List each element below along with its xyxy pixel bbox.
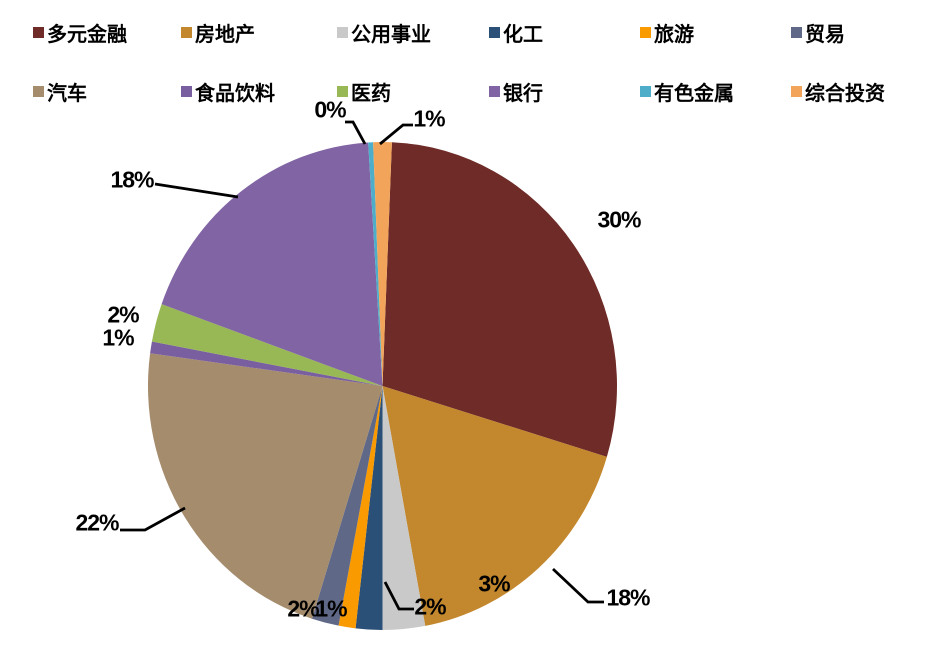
legend-swatch-icon xyxy=(181,85,192,97)
data-label-多元金融: 30% xyxy=(597,206,641,233)
data-label-医药: 2% xyxy=(107,301,139,328)
legend-label: 旅游 xyxy=(654,23,694,46)
pie-slice-汽车 xyxy=(147,353,383,619)
legend-swatch-icon xyxy=(33,26,44,38)
legend-item-医药: 医药 xyxy=(337,80,391,105)
data-label-房地产: 18% xyxy=(606,584,650,611)
legend-label: 医药 xyxy=(351,82,391,105)
legend-item-银行: 银行 xyxy=(489,80,543,105)
leader-line-汽车 xyxy=(120,506,186,532)
legend-swatch-icon xyxy=(489,85,500,97)
leader-line-化工 xyxy=(383,581,414,611)
legend-label: 多元金融 xyxy=(47,23,127,46)
data-label-银行: 18% xyxy=(110,166,154,193)
leader-line-房地产 xyxy=(552,567,604,604)
leader-line-综合投资 xyxy=(379,123,413,146)
data-label-食品饮料: 1% xyxy=(102,324,134,351)
legend-item-公用事业: 公用事业 xyxy=(337,21,431,46)
legend-swatch-icon xyxy=(640,26,651,38)
legend-label: 综合投资 xyxy=(805,82,885,105)
data-label-旅游: 1% xyxy=(315,595,347,622)
leader-line-有色金属 xyxy=(345,120,367,145)
legend-item-有色金属: 有色金属 xyxy=(640,80,734,105)
legend-item-汽车: 汽车 xyxy=(33,80,87,105)
legend-swatch-icon xyxy=(489,26,500,38)
legend-label: 房地产 xyxy=(195,23,255,46)
data-label-化工: 2% xyxy=(414,593,446,620)
pie-slice-旅游 xyxy=(338,386,383,629)
pie-slice-银行 xyxy=(161,142,383,386)
legend-item-多元金融: 多元金融 xyxy=(33,21,127,46)
legend-label: 公用事业 xyxy=(351,23,431,46)
data-label-有色金属: 0% xyxy=(314,96,346,123)
legend-item-化工: 化工 xyxy=(489,21,543,46)
legend-swatch-icon xyxy=(791,85,802,97)
legend-item-旅游: 旅游 xyxy=(640,21,694,46)
pie-slice-有色金属 xyxy=(368,142,383,386)
legend-swatch-icon xyxy=(791,26,802,38)
pie-slice-房地产 xyxy=(382,386,607,626)
pie-slice-多元金融 xyxy=(382,142,617,457)
data-label-贸易: 2% xyxy=(287,595,319,622)
data-label-汽车: 22% xyxy=(75,509,119,536)
legend-label: 银行 xyxy=(503,82,543,105)
legend-swatch-icon xyxy=(337,26,348,38)
data-label-公用事业: 3% xyxy=(478,570,510,597)
legend-swatch-icon xyxy=(337,85,348,97)
pie-slice-食品饮料 xyxy=(150,341,383,386)
legend-item-贸易: 贸易 xyxy=(791,21,845,46)
legend-swatch-icon xyxy=(640,85,651,97)
pie-slice-贸易 xyxy=(311,386,383,626)
legend-label: 汽车 xyxy=(47,82,87,105)
legend-label: 化工 xyxy=(503,23,543,46)
legend-swatch-icon xyxy=(181,26,192,38)
data-label-综合投资: 1% xyxy=(413,105,445,132)
pie-slice-综合投资 xyxy=(373,142,392,386)
legend-label: 有色金属 xyxy=(654,82,734,105)
legend-swatch-icon xyxy=(33,85,44,97)
leader-line-银行 xyxy=(154,182,239,199)
pie-slice-公用事业 xyxy=(382,386,426,630)
legend-item-综合投资: 综合投资 xyxy=(791,80,885,105)
legend-label: 食品饮料 xyxy=(195,82,275,105)
legend-label: 贸易 xyxy=(805,23,845,46)
pie-slice-医药 xyxy=(151,304,383,386)
pie-slice-化工 xyxy=(355,386,383,630)
legend-item-房地产: 房地产 xyxy=(181,21,255,46)
legend-item-食品饮料: 食品饮料 xyxy=(181,80,275,105)
